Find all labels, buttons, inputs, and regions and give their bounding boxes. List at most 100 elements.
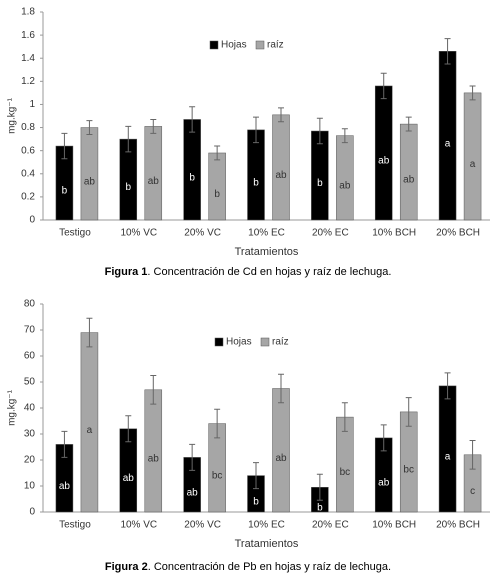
significance-letter: bc	[212, 470, 223, 481]
x-tick-label: 20% EC	[312, 520, 349, 531]
significance-letter: a	[445, 138, 451, 149]
y-tick-label: 1.4	[21, 53, 35, 64]
error-bar	[86, 120, 93, 135]
error-bar	[469, 85, 476, 101]
bar	[399, 123, 418, 221]
error-bar	[380, 72, 387, 100]
bar	[463, 92, 482, 221]
error-bar	[61, 430, 68, 458]
legend-swatch	[255, 40, 265, 50]
significance-letter: ab	[275, 453, 287, 464]
bar	[374, 85, 393, 221]
error-bar	[278, 107, 284, 123]
bar	[438, 385, 457, 513]
error-bar	[86, 317, 93, 348]
y-tick-label: 50	[24, 377, 36, 388]
error-bar	[341, 402, 348, 432]
chart: 0 0.2 0.4 0.6 0.8 1 1.2 1.4 1.6 1.8 mg.kg⁻¹ Tratami…	[7, 7, 490, 258]
legend-label: Hojas	[226, 337, 252, 348]
error-bar	[125, 125, 132, 153]
error-bar	[214, 145, 221, 161]
x-axis-label: Tratamientos	[235, 246, 299, 258]
y-tick-label: 1	[29, 99, 35, 110]
y-axis-label: mg.kg⁻¹	[7, 389, 18, 426]
y-tick-label: 0.2	[21, 192, 35, 203]
legend-swatch	[209, 40, 219, 50]
y-tick-label: 1.2	[21, 76, 35, 87]
error-bar	[380, 424, 387, 452]
y-tick-label: 0.8	[21, 122, 35, 133]
caption-text: . Concentración de Cd en hojas y raíz de…	[147, 266, 392, 278]
bar	[247, 129, 265, 221]
y-tick-label: 10	[24, 481, 36, 492]
error-bar	[125, 415, 132, 443]
significance-letter: b	[126, 182, 132, 193]
error-bar	[61, 132, 68, 160]
y-tick-label: 1.8	[21, 7, 35, 18]
bar	[80, 127, 99, 221]
significance-letter: bc	[403, 465, 414, 476]
bar	[208, 152, 226, 221]
bar	[311, 130, 329, 221]
significance-letter: c	[470, 486, 475, 497]
significance-letter: a	[87, 425, 93, 436]
bar	[336, 135, 354, 221]
x-axis-label: Tratamientos	[235, 538, 299, 550]
x-tick-label: Testigo	[59, 228, 91, 239]
significance-letter: b	[253, 178, 259, 189]
significance-letter: b	[317, 178, 323, 189]
x-tick-label: 10% BCH	[372, 228, 416, 239]
error-bar	[214, 408, 221, 439]
significance-letter: b	[189, 172, 195, 183]
y-tick-label: 0	[29, 507, 35, 518]
bar	[80, 332, 99, 513]
error-bar	[150, 375, 157, 405]
y-tick-label: 80	[24, 299, 36, 310]
error-bar	[405, 397, 412, 427]
bar	[144, 389, 163, 513]
error-bar	[444, 372, 451, 400]
legend-swatch	[260, 337, 270, 347]
significance-letter: b	[253, 496, 259, 507]
significance-letter: ab	[275, 170, 287, 181]
significance-letter: ab	[187, 487, 199, 498]
significance-letter: ab	[59, 481, 71, 492]
x-tick-label: 20% BCH	[436, 228, 480, 239]
error-bar	[316, 473, 323, 501]
caption: Figura 1. Concentración de Cd en hojas y…	[0, 266, 496, 278]
y-tick-label: 0.6	[21, 145, 35, 156]
caption-label: Figura 1	[104, 266, 148, 278]
significance-letter: ab	[148, 176, 160, 187]
error-bar	[150, 118, 157, 134]
significance-letter: ab	[123, 473, 135, 484]
bar	[438, 51, 457, 221]
significance-letter: a	[470, 159, 476, 170]
error-bar	[253, 116, 259, 144]
x-tick-label: 10% BCH	[372, 520, 416, 531]
bar	[272, 388, 290, 513]
significance-letter: a	[445, 452, 451, 463]
y-tick-label: 20	[24, 455, 36, 466]
x-tick-label: 10% EC	[248, 520, 285, 531]
significance-letter: ab	[403, 175, 415, 186]
y-tick-label: 0	[29, 215, 35, 226]
y-tick-label: 40	[24, 403, 36, 414]
significance-letter: ab	[148, 454, 160, 465]
x-tick-label: 20% EC	[312, 228, 349, 239]
error-bar	[253, 462, 259, 490]
y-tick-label: 60	[24, 351, 36, 362]
y-tick-label: 0.4	[21, 168, 35, 179]
bar	[144, 126, 163, 221]
significance-letter: bc	[340, 467, 351, 478]
caption-label: Figura 2	[104, 561, 148, 573]
bar	[399, 411, 418, 513]
error-bar	[278, 373, 284, 404]
caption-text: . Concentración de Pb en hojas y raíz de…	[147, 561, 392, 573]
significance-letter: b	[214, 189, 220, 200]
error-bar	[444, 38, 451, 65]
x-tick-label: 10% VC	[120, 520, 157, 531]
legend-label: raíz	[272, 337, 289, 348]
x-tick-label: 20% BCH	[436, 520, 480, 531]
legend-label: Hojas	[221, 40, 247, 51]
